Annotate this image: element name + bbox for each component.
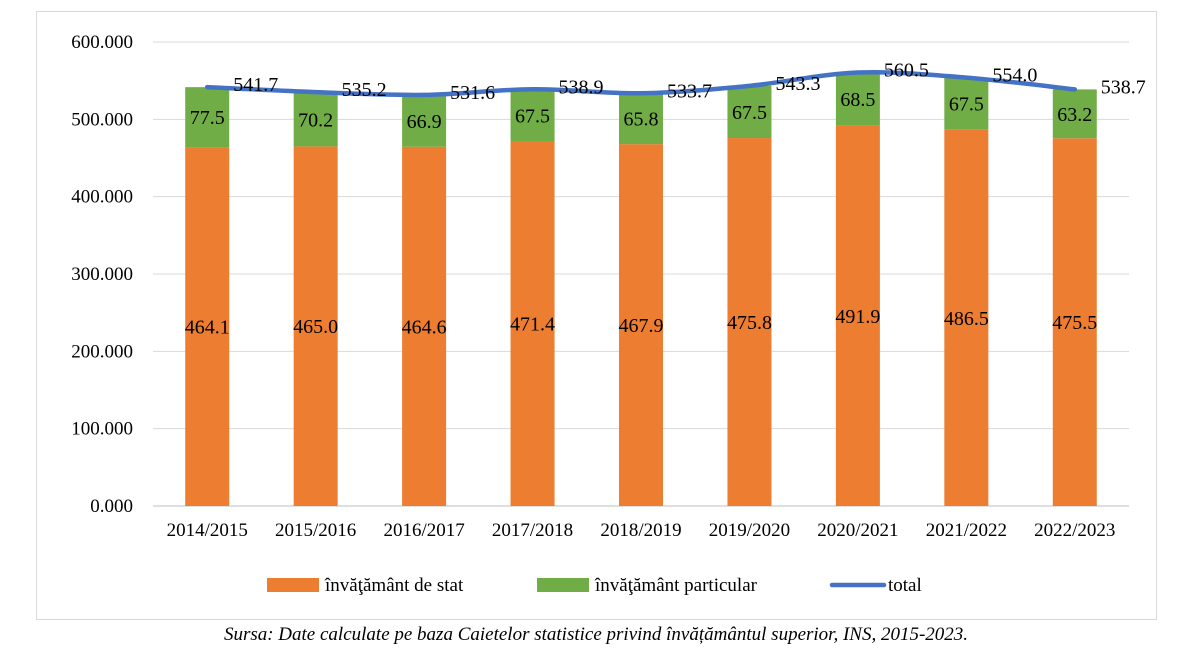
source-note: Sursa: Date calculate pe baza Caietelor … bbox=[223, 624, 969, 645]
bar-state bbox=[619, 144, 663, 506]
bar-private-label: 67.5 bbox=[949, 94, 984, 116]
axes: 0.000 100.000 200.000 300.000 400.000 500.000… bbox=[71, 32, 1115, 541]
bar-private-label: 65.8 bbox=[624, 109, 659, 131]
legend-label-total: total bbox=[888, 575, 922, 596]
bar-state bbox=[402, 146, 447, 506]
y-tick-label: 300.000 bbox=[71, 264, 133, 285]
total-label: 535.2 bbox=[342, 79, 387, 101]
legend-label-private: învăţământ particular bbox=[594, 575, 758, 596]
bar-private-label: 67.5 bbox=[515, 105, 550, 127]
total-label: 531.6 bbox=[450, 82, 495, 104]
bar-state bbox=[510, 141, 555, 506]
total-label: 543.3 bbox=[775, 73, 820, 95]
x-tick-label: 2022/2023 bbox=[1034, 520, 1115, 541]
bar-private bbox=[944, 77, 989, 130]
x-tick-label: 2017/2018 bbox=[492, 520, 573, 541]
legend-label-state: învăţământ de stat bbox=[324, 575, 464, 596]
total-label: 541.7 bbox=[233, 74, 278, 96]
x-tick-label: 2015/2016 bbox=[275, 520, 356, 541]
bar-private bbox=[293, 92, 338, 147]
total-line: 541.7 535.2 531.6 538.9 533.7 543.3 560.5 554.0… bbox=[204, 60, 1146, 104]
bar-private bbox=[619, 93, 663, 145]
bar-state bbox=[835, 125, 880, 506]
y-tick-label: 600.000 bbox=[71, 32, 133, 53]
bar-state bbox=[293, 146, 338, 506]
y-tick-label: 500.000 bbox=[71, 109, 133, 130]
x-tick-label: 2016/2017 bbox=[383, 520, 464, 541]
x-tick-label: 2021/2022 bbox=[926, 520, 1007, 541]
total-label: 538.9 bbox=[559, 76, 604, 98]
bar-state-label: 475.8 bbox=[727, 312, 772, 334]
y-tick-label: 400.000 bbox=[71, 187, 133, 208]
total-label: 554.0 bbox=[992, 65, 1037, 87]
stacked-bar-chart: 464.1 77.5 465.0 70.2 464.6 66.9 471.4 67.5 467.… bbox=[71, 32, 1146, 596]
bar-private-label: 63.2 bbox=[1057, 104, 1092, 126]
bar-private bbox=[185, 87, 230, 148]
bar-private bbox=[402, 94, 447, 147]
bar-state-label: 465.0 bbox=[293, 316, 338, 338]
bar-state-label: 464.6 bbox=[402, 316, 447, 338]
bar-state bbox=[944, 129, 989, 507]
bar-state-label: 475.5 bbox=[1052, 312, 1097, 334]
bar-private bbox=[510, 89, 555, 142]
bars bbox=[185, 72, 1097, 507]
bar-state bbox=[185, 147, 230, 506]
bar-private-label: 67.5 bbox=[732, 102, 767, 124]
bar-private-label: 77.5 bbox=[190, 107, 225, 129]
bar-state bbox=[1052, 138, 1097, 506]
legend-swatch-state bbox=[267, 578, 319, 592]
bar-private-label: 66.9 bbox=[407, 111, 442, 133]
bar-private bbox=[727, 85, 772, 139]
total-label: 560.5 bbox=[884, 60, 929, 82]
y-tick-label: 100.000 bbox=[71, 419, 133, 440]
bar-state-label: 471.4 bbox=[510, 314, 555, 336]
bar-private bbox=[1052, 89, 1097, 139]
bar-state-label: 467.9 bbox=[619, 315, 664, 337]
bar-state bbox=[727, 138, 772, 506]
x-tick-label: 2014/2015 bbox=[167, 520, 248, 541]
y-tick-label: 0.000 bbox=[90, 496, 133, 517]
bar-labels: 464.1 77.5 465.0 70.2 464.6 66.9 471.4 67.5 467.… bbox=[185, 89, 1098, 338]
bar-state-label: 486.5 bbox=[944, 308, 989, 330]
chart-frame: 464.1 77.5 465.0 70.2 464.6 66.9 471.4 67.5 467.… bbox=[36, 11, 1157, 620]
legend-swatch-private bbox=[537, 578, 589, 592]
bar-private-label: 68.5 bbox=[840, 89, 875, 111]
total-label: 533.7 bbox=[667, 80, 712, 102]
x-tick-label: 2019/2020 bbox=[709, 520, 790, 541]
x-tick-label: 2018/2019 bbox=[600, 520, 681, 541]
y-tick-label: 200.000 bbox=[71, 341, 133, 362]
bar-state-label: 464.1 bbox=[185, 317, 230, 339]
bar-state-label: 491.9 bbox=[835, 306, 880, 328]
x-tick-label: 2020/2021 bbox=[817, 520, 898, 541]
total-label: 538.7 bbox=[1101, 76, 1146, 98]
bar-private bbox=[835, 72, 880, 126]
legend: învăţământ de stat învăţământ particular t… bbox=[267, 575, 922, 596]
bar-private-label: 70.2 bbox=[298, 109, 333, 131]
